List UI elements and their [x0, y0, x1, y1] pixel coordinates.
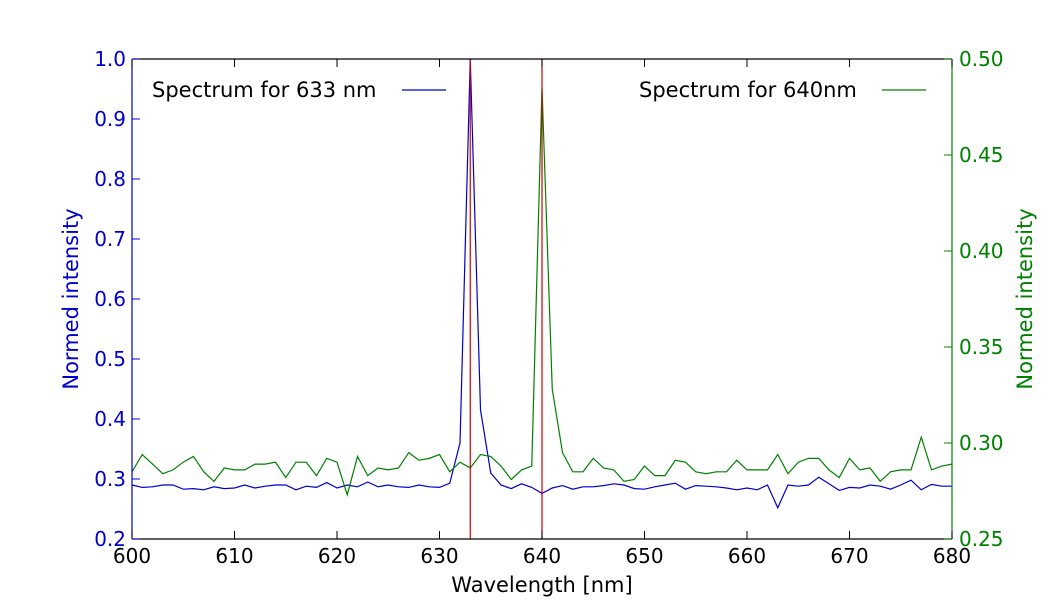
x-tick-label: 610 — [215, 544, 253, 568]
y-left-tick-label: 0.8 — [94, 167, 126, 191]
y-axis-left-title: Normed intensity — [59, 208, 83, 389]
x-tick-label: 670 — [830, 544, 868, 568]
y-right-tick-label: 0.25 — [959, 527, 1004, 551]
x-tick-label: 630 — [420, 544, 458, 568]
x-tick-label: 680 — [933, 544, 971, 568]
y-right-tick-label: 0.45 — [959, 143, 1004, 167]
x-tick-label: 620 — [318, 544, 356, 568]
y-left-tick-label: 0.3 — [94, 467, 126, 491]
y-right-tick-label: 0.30 — [959, 431, 1004, 455]
labels-layer: 600 610 620 630 640 650 660 670 6800.20.30.40.50… — [94, 47, 1003, 568]
ticks-layer — [131, 58, 953, 540]
y-left-tick-label: 0.6 — [94, 287, 126, 311]
legend-label-640: Spectrum for 640nm — [639, 78, 857, 102]
y-axis-right-title: Normed intensity — [1013, 208, 1037, 389]
vlines-layer — [469, 59, 543, 539]
x-tick-label: 660 — [728, 544, 766, 568]
x-tick-label: 640 — [523, 544, 561, 568]
legend-640: Spectrum for 640nm — [639, 78, 926, 102]
legend-label-633: Spectrum for 633 nm — [152, 78, 377, 102]
legend-633: Spectrum for 633 nm — [152, 78, 446, 102]
y-left-tick-label: 0.2 — [94, 527, 126, 551]
x-axis-title: Wavelength [nm] — [451, 573, 632, 597]
y-right-tick-label: 0.40 — [959, 239, 1004, 263]
y-left-tick-label: 0.4 — [94, 407, 126, 431]
y-right-tick-label: 0.35 — [959, 335, 1004, 359]
x-tick-label: 600 — [113, 544, 151, 568]
y-left-tick-label: 1.0 — [94, 47, 126, 71]
y-left-tick-label: 0.9 — [94, 107, 126, 131]
x-tick-label: 650 — [625, 544, 663, 568]
y-left-tick-label: 0.5 — [94, 347, 126, 371]
y-left-tick-label: 0.7 — [94, 227, 126, 251]
y-right-tick-label: 0.50 — [959, 47, 1004, 71]
